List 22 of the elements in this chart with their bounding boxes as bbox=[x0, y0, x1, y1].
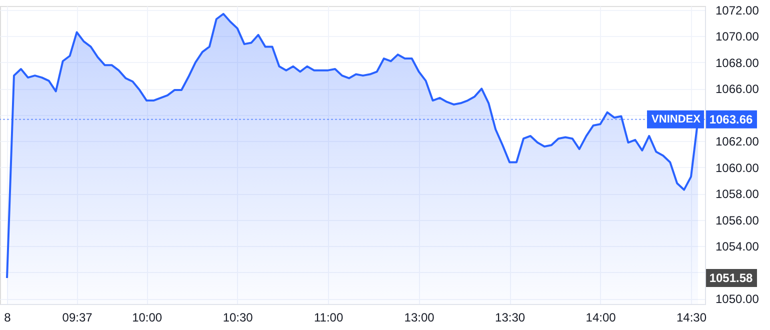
text: 1051.58 bbox=[709, 271, 753, 286]
x-tick-label: 8 bbox=[4, 310, 12, 324]
x-tick-label: 10:00 bbox=[132, 310, 162, 324]
ref-line-label: VNINDEX bbox=[652, 113, 702, 126]
y-tick-label: 1066.00 bbox=[716, 82, 760, 96]
y-tick-label: 1058.00 bbox=[716, 187, 760, 202]
x-tick-label: 13:30 bbox=[495, 310, 526, 324]
y-tick-label: 1050.00 bbox=[716, 292, 760, 306]
x-tick-label: 13:00 bbox=[404, 310, 435, 324]
x-tick-label: 14:00 bbox=[586, 310, 616, 324]
y-tick-label: 1072.00 bbox=[716, 3, 760, 18]
x-tick-label: 10:30 bbox=[222, 310, 254, 324]
text: 1063.66 bbox=[709, 112, 753, 126]
y-tick-label: 1070.00 bbox=[716, 30, 760, 44]
y-tick-label: 1068.00 bbox=[716, 56, 760, 70]
x-tick-label: 09:37 bbox=[62, 310, 93, 324]
y-tick-label: 1060.00 bbox=[716, 160, 760, 175]
y-tick-label: 1054.00 bbox=[716, 240, 760, 254]
x-tick-label: 14:30 bbox=[676, 310, 707, 324]
y-tick-label: 1056.00 bbox=[716, 213, 760, 228]
x-tick-label: 11:00 bbox=[314, 310, 344, 324]
y-tick-label: 1062.00 bbox=[716, 134, 760, 149]
